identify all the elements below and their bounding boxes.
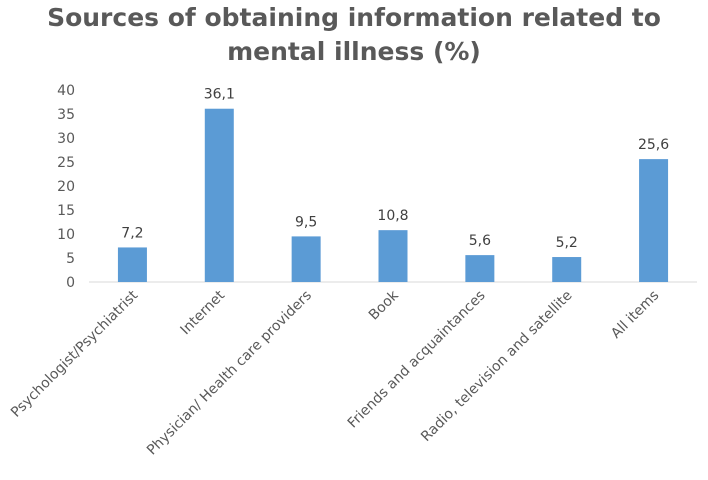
category-label-1: Psychologist/Psychiatrist xyxy=(8,287,142,421)
category-labels: Psychologist/Psychiatrist InternetPhysici… xyxy=(8,287,662,459)
data-label-6: 5,2 xyxy=(556,235,578,251)
bar-3 xyxy=(291,236,321,282)
y-tick-label-5: 5 xyxy=(66,251,75,267)
y-tick-label-40: 40 xyxy=(57,83,75,99)
bars xyxy=(117,108,669,282)
data-label-5: 5,6 xyxy=(469,233,491,249)
data-label-3: 9,5 xyxy=(295,214,317,230)
bar-4 xyxy=(378,230,408,282)
chart-title-line1: Sources of obtaining information related… xyxy=(47,3,661,32)
chart-title: Sources of obtaining information related… xyxy=(0,0,708,69)
category-label-2: Internet xyxy=(177,287,228,338)
bar-2 xyxy=(204,108,234,282)
bar-6 xyxy=(552,257,582,282)
y-axis: 0 5 10 15 20 25 30 35 40 xyxy=(57,83,697,291)
data-label-7: 25,6 xyxy=(638,137,669,153)
category-label-4: Book xyxy=(366,287,403,324)
bar-7 xyxy=(639,159,669,282)
category-label-5: Friends and acquaintances xyxy=(345,288,489,432)
bar-5 xyxy=(465,255,495,282)
bar-1 xyxy=(117,247,147,282)
y-tick-label-10: 10 xyxy=(57,227,75,243)
data-label-2: 36,1 xyxy=(204,87,235,103)
data-label-4: 10,8 xyxy=(377,208,408,224)
y-tick-label-30: 30 xyxy=(57,131,75,147)
data-labels: 7,2 36,1 9,5 10,8 5,6 5,2 25,6 xyxy=(121,87,669,251)
chart-title-line2: mental illness (%) xyxy=(227,37,481,66)
y-tick-label-35: 35 xyxy=(57,107,75,123)
category-label-6: Radio, television and satellite xyxy=(418,288,575,445)
y-tick-label-20: 20 xyxy=(57,179,75,195)
category-label-3: Physician/ Health care providers xyxy=(144,288,315,459)
y-tick-label-25: 25 xyxy=(57,155,75,171)
y-tick-label-15: 15 xyxy=(57,203,75,219)
data-label-1: 7,2 xyxy=(121,225,143,241)
category-label-7: All items xyxy=(608,288,662,342)
y-tick-label-0: 0 xyxy=(66,275,75,291)
